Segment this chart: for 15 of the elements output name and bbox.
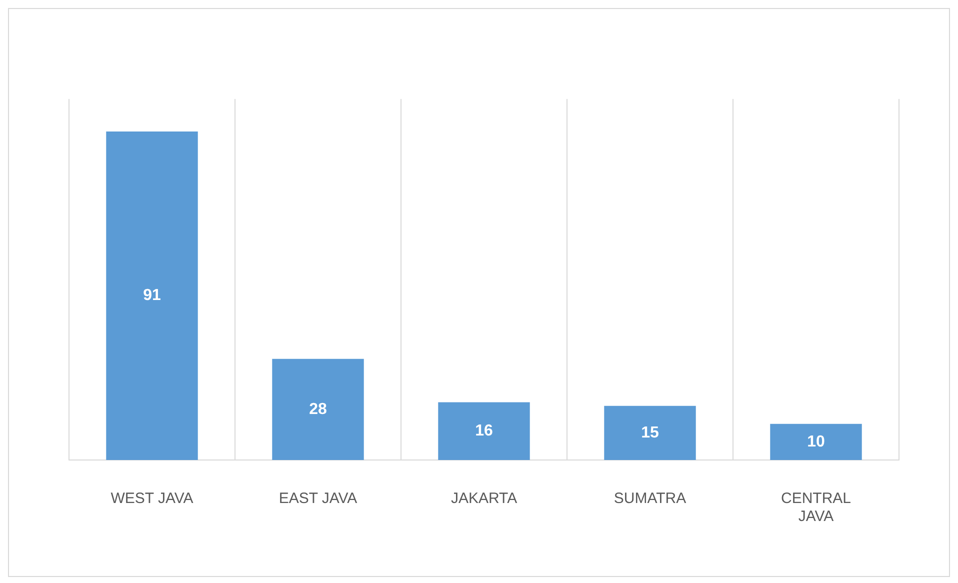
data-label: 28 [309, 400, 327, 418]
x-tick-label: EAST JAVA [278, 490, 358, 508]
bar [272, 358, 364, 460]
bar [106, 131, 198, 460]
bar [438, 402, 530, 460]
bar [604, 406, 696, 460]
x-tick-label: WEST JAVA [110, 490, 194, 508]
data-label: 16 [475, 422, 493, 440]
data-label: 10 [807, 433, 825, 450]
x-tick-label: CENTRAL JAVA [780, 490, 852, 526]
x-tick-label: SUMATRA [614, 490, 686, 508]
bar [770, 424, 862, 460]
data-label: 15 [641, 424, 659, 442]
data-label: 91 [143, 287, 161, 304]
x-tick-label: JAKARTA [450, 490, 518, 508]
